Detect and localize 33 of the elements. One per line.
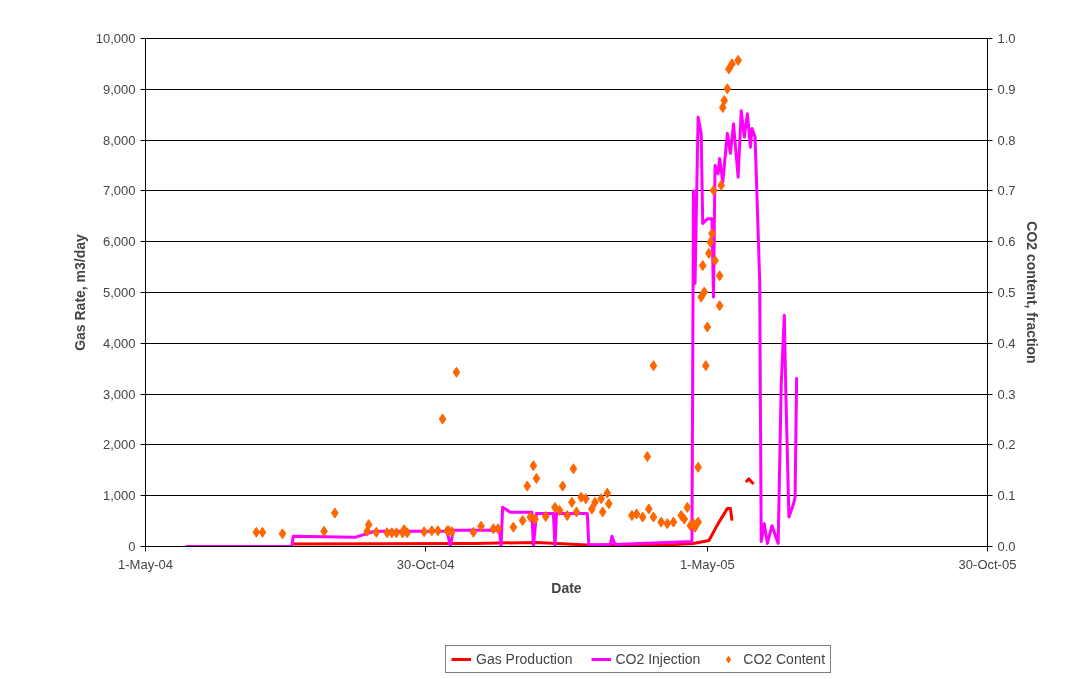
y2-tick-label: 0.9 xyxy=(997,81,1016,97)
y-tick-label: 1,000 xyxy=(102,488,136,504)
y-tick-label: 10,000 xyxy=(95,31,136,46)
y-axis-title: Gas Rate, m3/day xyxy=(71,233,88,351)
y2-tick-label: 0.4 xyxy=(997,335,1016,351)
y2-tick-label: 0.0 xyxy=(997,539,1016,554)
y2-tick-label: 0.2 xyxy=(997,437,1016,453)
x-tick-label: 1-May-04 xyxy=(118,556,173,572)
legend-label: CO2 Injection xyxy=(615,651,701,667)
y-tick-label: 0 xyxy=(128,539,136,554)
y2-tick-label: 0.5 xyxy=(997,285,1016,300)
x-tick-label: 30-Oct-05 xyxy=(958,556,1017,572)
y-tick-label: 4,000 xyxy=(102,335,136,351)
y-tick-label: 8,000 xyxy=(102,132,136,148)
y-tick-label: 9,000 xyxy=(102,81,136,97)
y-tick-label: 2,000 xyxy=(102,437,136,453)
y-tick-label: 6,000 xyxy=(102,234,136,250)
y2-tick-label: 0.3 xyxy=(997,386,1016,402)
line-series xyxy=(184,109,799,547)
y-tick-label: 5,000 xyxy=(102,285,136,300)
x-axis-title: Date xyxy=(551,579,582,596)
legend-label: Gas Production xyxy=(476,651,573,667)
y-tick-label: 3,000 xyxy=(102,386,136,402)
y2-tick-label: 1.0 xyxy=(997,31,1016,46)
x-tick-label: 30-Oct-04 xyxy=(396,556,455,572)
legend-label: CO2 Content xyxy=(743,651,826,667)
y2-tick-label: 0.6 xyxy=(997,234,1016,250)
y2-axis-title: CO2 content, fraction xyxy=(1023,221,1040,364)
x-tick-label: 1-May-05 xyxy=(679,556,735,572)
y2-tick-label: 0.1 xyxy=(997,488,1016,504)
y2-tick-label: 0.8 xyxy=(997,132,1016,148)
y2-tick-label: 0.7 xyxy=(997,183,1016,199)
y-tick-label: 7,000 xyxy=(102,183,136,199)
